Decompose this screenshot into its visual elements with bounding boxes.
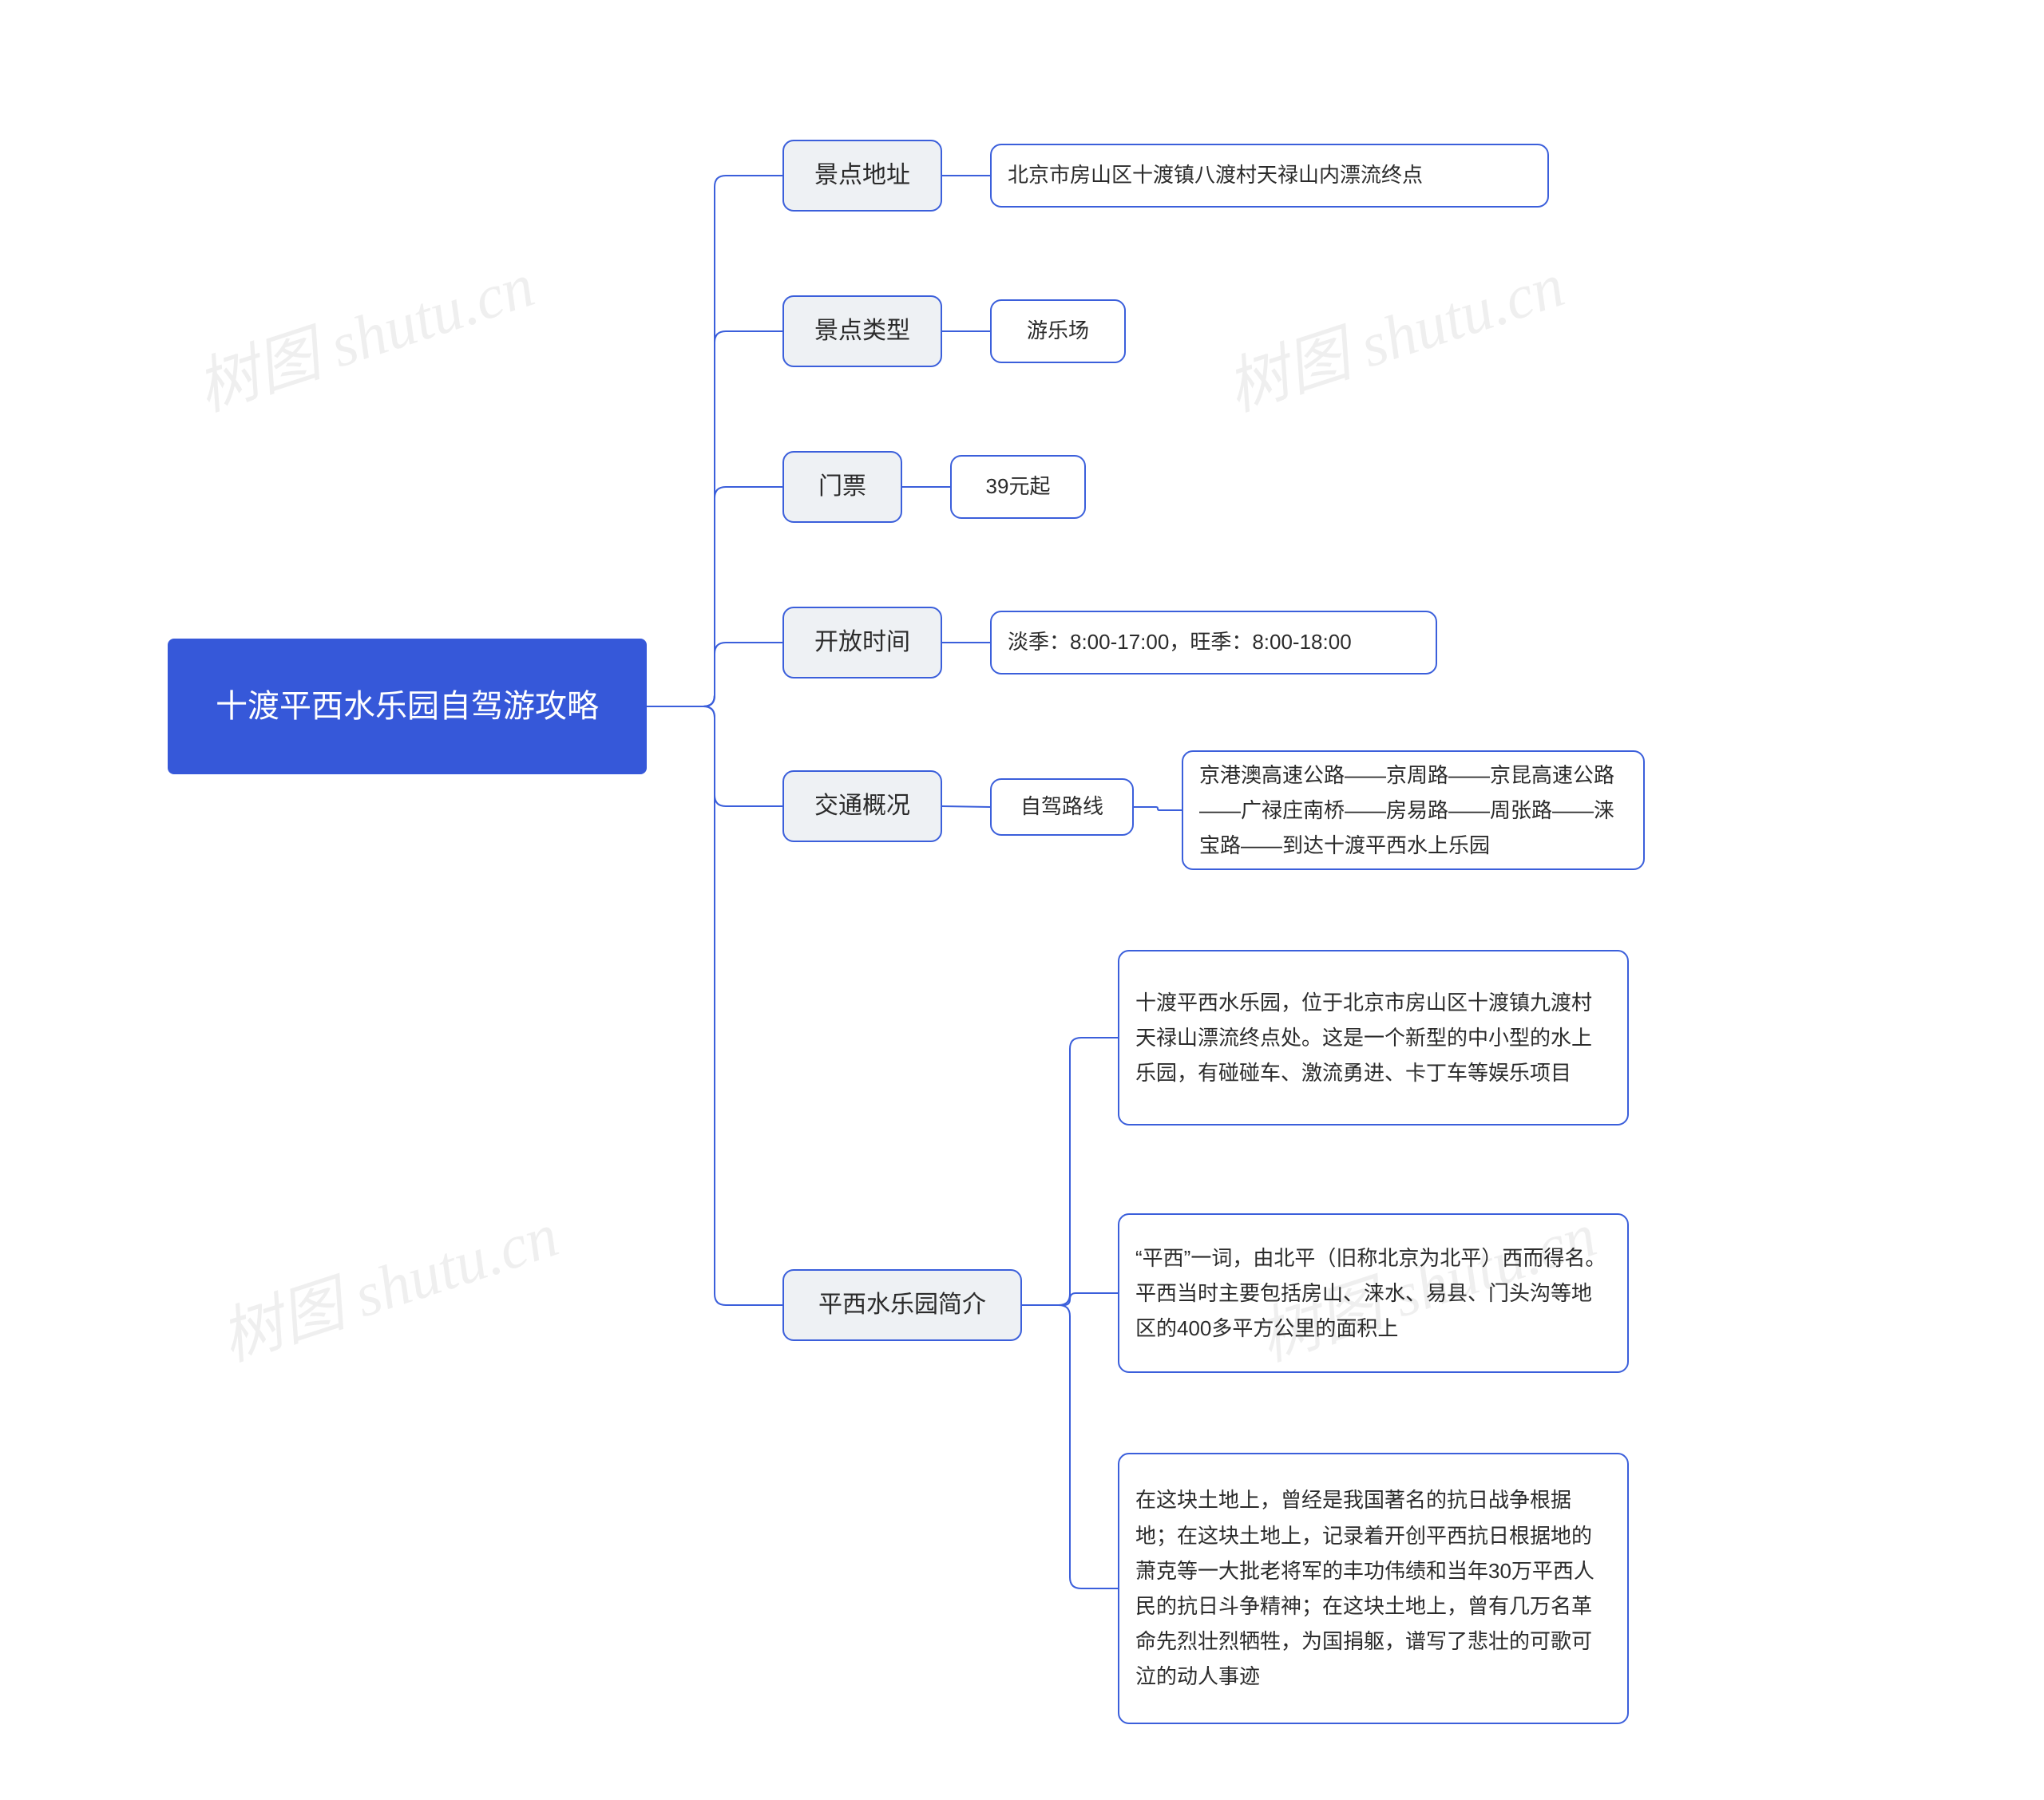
watermark: 树图 shutu.cn	[208, 1185, 568, 1379]
root-label: 十渡平西水乐园自驾游攻略	[216, 681, 599, 732]
branch-hours: 开放时间	[782, 607, 942, 678]
leaf-text: 游乐场	[1027, 315, 1089, 348]
watermark-text: 树图 shutu.cn	[212, 1200, 566, 1374]
branch-traffic: 交通概况	[782, 770, 942, 842]
branch-type: 景点类型	[782, 295, 942, 367]
leaf-text: “平西”一词，由北平（旧称北京为北平）西而得名。平西当时主要包括房山、涞水、易县…	[1135, 1240, 1611, 1347]
leaf-text: 北京市房山区十渡镇八渡村天禄山内漂流终点	[1008, 159, 1423, 192]
branch-label: 景点地址	[814, 156, 910, 195]
leaf-hours-value: 淡季：8:00-17:00，旺季：8:00-18:00	[990, 611, 1437, 675]
branch-label: 门票	[818, 468, 866, 506]
leaf-intro-1: 十渡平西水乐园，位于北京市房山区十渡镇九渡村天禄山漂流终点处。这是一个新型的中小…	[1118, 950, 1629, 1125]
leaf-intro-3: 在这块土地上，曾经是我国著名的抗日战争根据地；在这块土地上，记录着开创平西抗日根…	[1118, 1453, 1629, 1724]
root-node: 十渡平西水乐园自驾游攻略	[168, 639, 647, 774]
leaf-type-value: 游乐场	[990, 299, 1126, 363]
branch-address: 景点地址	[782, 140, 942, 212]
leaf-ticket-value: 39元起	[950, 455, 1086, 519]
leaf-traffic-route: 自驾路线	[990, 778, 1134, 836]
leaf-text: 在这块土地上，曾经是我国著名的抗日战争根据地；在这块土地上，记录着开创平西抗日根…	[1135, 1482, 1611, 1694]
leaf-text: 十渡平西水乐园，位于北京市房山区十渡镇九渡村天禄山漂流终点处。这是一个新型的中小…	[1135, 985, 1611, 1091]
leaf-text: 自驾路线	[1020, 790, 1103, 824]
leaf-traffic-route-detail: 京港澳高速公路——京周路——京昆高速公路——广禄庄南桥——房易路——周张路——涞…	[1182, 750, 1645, 870]
branch-label: 开放时间	[814, 623, 910, 662]
branch-ticket: 门票	[782, 451, 902, 523]
connector-layer	[0, 0, 2044, 1800]
leaf-text: 淡季：8:00-17:00，旺季：8:00-18:00	[1008, 626, 1352, 659]
watermark: 树图 shutu.cn	[184, 235, 544, 429]
leaf-intro-2: “平西”一词，由北平（旧称北京为北平）西而得名。平西当时主要包括房山、涞水、易县…	[1118, 1213, 1629, 1373]
branch-label: 平西水乐园简介	[818, 1286, 986, 1324]
branch-label: 景点类型	[814, 312, 910, 350]
watermark-text: 树图 shutu.cn	[188, 250, 542, 424]
branch-intro: 平西水乐园简介	[782, 1269, 1022, 1341]
watermark-text: 树图 shutu.cn	[1218, 250, 1572, 424]
watermark: 树图 shutu.cn	[1214, 235, 1574, 429]
leaf-address-value: 北京市房山区十渡镇八渡村天禄山内漂流终点	[990, 144, 1549, 208]
leaf-text: 京港澳高速公路——京周路——京昆高速公路——广禄庄南桥——房易路——周张路——涞…	[1199, 758, 1627, 864]
branch-label: 交通概况	[814, 787, 910, 825]
leaf-text: 39元起	[986, 470, 1051, 504]
